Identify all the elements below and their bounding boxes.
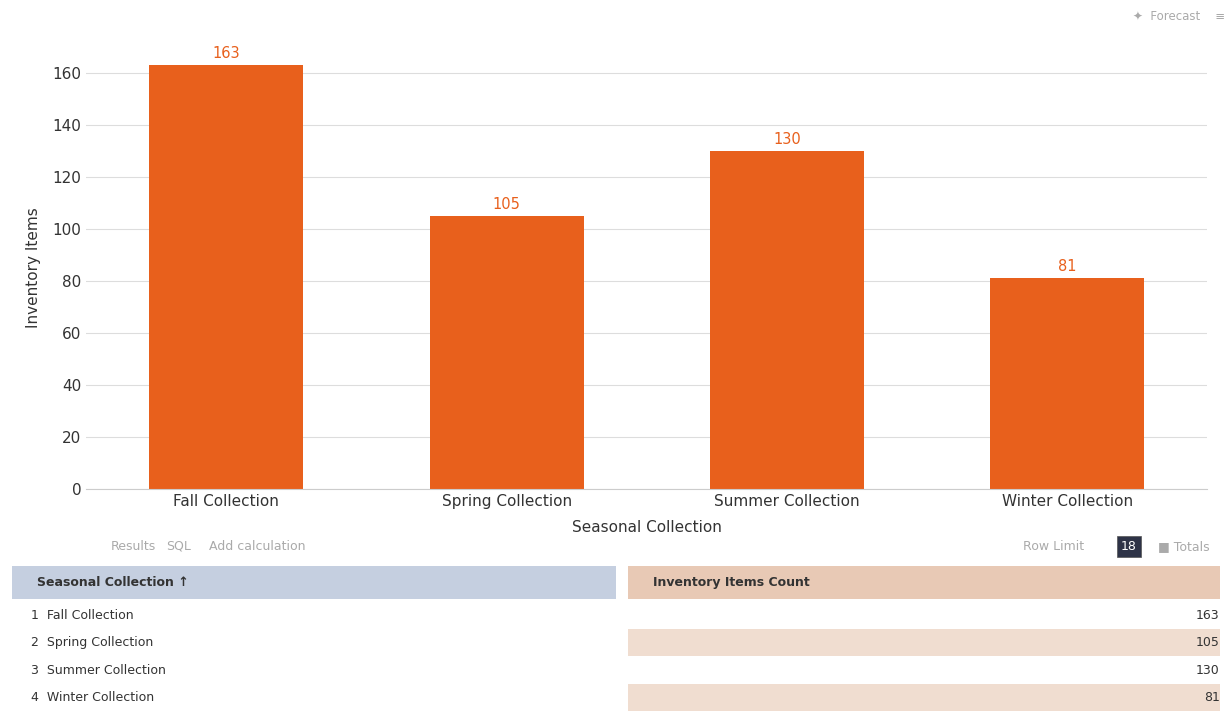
Text: 3  Summer Collection: 3 Summer Collection: [31, 664, 165, 677]
Text: Results: Results: [111, 540, 156, 553]
Text: ▼  Visualization: ▼ Visualization: [31, 9, 127, 23]
FancyBboxPatch shape: [628, 567, 1220, 598]
FancyBboxPatch shape: [12, 629, 616, 656]
Text: 105: 105: [493, 197, 521, 212]
FancyBboxPatch shape: [628, 656, 1220, 684]
Bar: [149, 65, 303, 489]
Text: 18: 18: [1121, 540, 1137, 553]
Text: 105: 105: [1196, 636, 1220, 649]
Text: Row Limit: Row Limit: [1023, 540, 1084, 553]
Text: 130: 130: [1196, 664, 1220, 677]
Bar: [991, 278, 1145, 489]
Y-axis label: Inventory Items: Inventory Items: [26, 208, 41, 328]
Text: 2  Spring Collection: 2 Spring Collection: [31, 636, 153, 649]
FancyBboxPatch shape: [628, 629, 1220, 656]
Text: SQL: SQL: [166, 540, 191, 553]
Text: 4  Winter Collection: 4 Winter Collection: [31, 691, 154, 704]
Text: 1  Fall Collection: 1 Fall Collection: [31, 609, 133, 622]
Text: ■ Totals: ■ Totals: [1158, 540, 1210, 553]
Text: 130: 130: [772, 132, 801, 147]
Text: 81: 81: [1204, 691, 1220, 704]
Text: ▼  Data: ▼ Data: [22, 540, 70, 553]
Text: 81: 81: [1058, 260, 1077, 275]
Text: Seasonal Collection ↑: Seasonal Collection ↑: [37, 576, 188, 589]
Text: 163: 163: [213, 46, 240, 61]
FancyBboxPatch shape: [12, 656, 616, 684]
X-axis label: Seasonal Collection: Seasonal Collection: [572, 520, 722, 535]
Bar: [430, 216, 584, 489]
Text: 163: 163: [1196, 609, 1220, 622]
Text: Inventory Items Count: Inventory Items Count: [653, 576, 809, 589]
Text: Add calculation: Add calculation: [209, 540, 306, 553]
Text: ✦  Forecast    ≡  Edit: ✦ Forecast ≡ Edit: [1133, 9, 1232, 23]
FancyBboxPatch shape: [12, 567, 616, 598]
FancyBboxPatch shape: [628, 684, 1220, 711]
FancyBboxPatch shape: [628, 602, 1220, 629]
FancyBboxPatch shape: [12, 684, 616, 711]
Bar: [710, 151, 864, 489]
FancyBboxPatch shape: [12, 602, 616, 629]
